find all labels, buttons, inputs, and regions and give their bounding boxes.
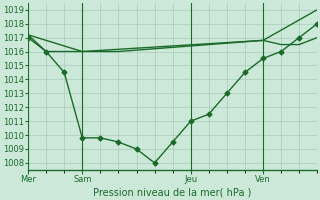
X-axis label: Pression niveau de la mer( hPa ): Pression niveau de la mer( hPa ) xyxy=(93,187,252,197)
